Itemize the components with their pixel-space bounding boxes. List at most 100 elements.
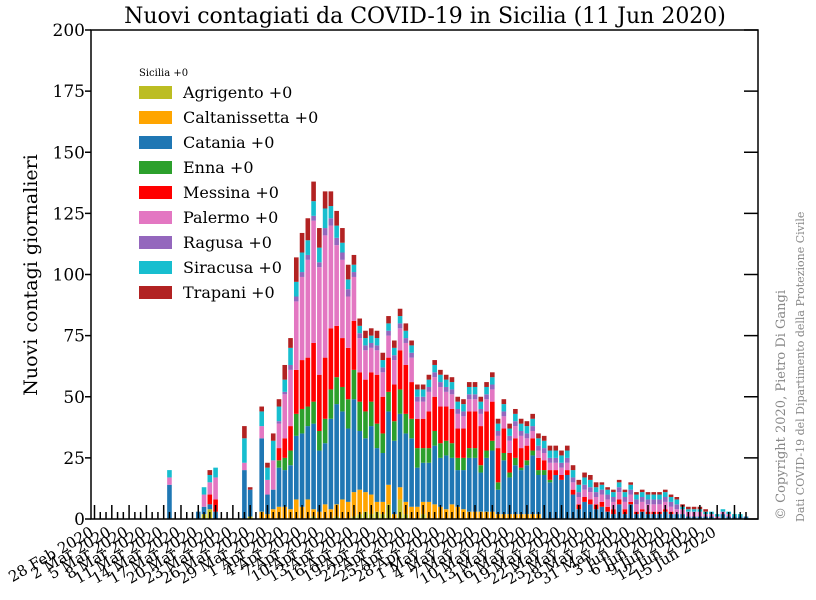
y-tick-label: 50 bbox=[63, 388, 85, 408]
bar-segment bbox=[645, 492, 651, 495]
bar-segment bbox=[305, 259, 311, 358]
bar-segment bbox=[541, 474, 547, 519]
bar-segment bbox=[599, 484, 605, 490]
bar-segment bbox=[443, 440, 449, 456]
bar-segment bbox=[380, 501, 386, 515]
bar-segment bbox=[484, 394, 489, 400]
bar-segment bbox=[634, 494, 639, 500]
bar-segment bbox=[484, 399, 489, 412]
bar-segment bbox=[616, 487, 622, 493]
bar-segment bbox=[466, 411, 472, 449]
bar-segment bbox=[605, 499, 610, 507]
bar-segment bbox=[259, 411, 264, 427]
bar-segment bbox=[328, 418, 334, 510]
bar-segment bbox=[651, 504, 657, 512]
bar-segment bbox=[293, 257, 299, 282]
bar-segment bbox=[426, 462, 432, 502]
bar-segment bbox=[380, 433, 386, 453]
bar-segment bbox=[553, 457, 559, 463]
bar-segment bbox=[720, 509, 726, 512]
bar-segment bbox=[242, 438, 247, 463]
bar-segment bbox=[380, 372, 386, 397]
bar-segment bbox=[426, 386, 432, 392]
bar-segment bbox=[455, 408, 461, 414]
bar-segment bbox=[490, 377, 495, 385]
bar-segment bbox=[605, 506, 610, 512]
legend-label: Ragusa +0 bbox=[183, 233, 272, 252]
bar-segment bbox=[305, 357, 311, 407]
bar-segment bbox=[466, 399, 472, 412]
bar-segment bbox=[703, 509, 708, 512]
bar-segment bbox=[403, 323, 409, 331]
bar-segment bbox=[282, 470, 288, 507]
bar-segment bbox=[507, 435, 512, 441]
bar-segment bbox=[207, 470, 213, 475]
bar-segment bbox=[599, 501, 605, 507]
bar-segment bbox=[420, 418, 426, 449]
bar-segment bbox=[513, 413, 518, 422]
bar-segment bbox=[518, 430, 524, 436]
legend-label: Catania +0 bbox=[183, 133, 274, 152]
bar-segment bbox=[582, 477, 587, 485]
bar-segment bbox=[363, 438, 368, 493]
bar-segment bbox=[386, 330, 391, 336]
legend-swatch bbox=[139, 86, 172, 99]
bar-segment bbox=[588, 499, 593, 505]
bar-segment bbox=[524, 438, 530, 446]
bar-segment bbox=[639, 501, 645, 510]
bar-segment bbox=[530, 455, 535, 515]
legend-swatch bbox=[139, 136, 172, 149]
bar-segment bbox=[536, 438, 541, 446]
bar-segment bbox=[449, 377, 455, 383]
bar-segment bbox=[322, 228, 328, 236]
bar-segment bbox=[368, 335, 374, 343]
bar-segment bbox=[484, 457, 489, 512]
bar-segment bbox=[518, 467, 524, 471]
bar-segment bbox=[593, 492, 599, 497]
bar-segment bbox=[570, 477, 576, 483]
y-tick-label: 75 bbox=[63, 327, 85, 347]
bar-segment bbox=[553, 445, 559, 451]
bar-segment bbox=[368, 426, 374, 495]
bar-segment bbox=[340, 228, 345, 243]
bar-segment bbox=[541, 435, 547, 441]
bar-segment bbox=[438, 382, 443, 387]
bar-segment bbox=[564, 445, 570, 451]
bar-segment bbox=[392, 384, 397, 422]
bar-segment bbox=[588, 474, 593, 480]
bar-segment bbox=[432, 430, 437, 446]
bar-segment bbox=[363, 411, 368, 439]
bar-segment bbox=[559, 479, 564, 519]
bar-segment bbox=[415, 418, 420, 449]
bar-segment bbox=[386, 323, 391, 331]
bar-segment bbox=[213, 477, 218, 500]
bar-segment bbox=[576, 497, 582, 505]
bar-segment bbox=[501, 416, 507, 429]
bar-segment bbox=[345, 289, 351, 297]
bar-segment bbox=[282, 379, 288, 392]
chart-title: Nuovi contagiati da COVID-19 in Sicilia … bbox=[124, 4, 726, 29]
bar-segment bbox=[524, 433, 530, 439]
bar-segment bbox=[363, 492, 368, 512]
bar-segment bbox=[438, 386, 443, 407]
legend-swatch bbox=[139, 261, 172, 274]
bar-segment bbox=[293, 435, 299, 500]
bar-segment bbox=[472, 382, 478, 387]
bar-segment bbox=[524, 421, 530, 427]
bar-segment bbox=[657, 494, 662, 500]
bar-segment bbox=[582, 489, 587, 497]
bar-segment bbox=[449, 382, 455, 390]
bar-segment bbox=[276, 423, 282, 449]
bar-segment bbox=[386, 316, 391, 324]
bar-segment bbox=[305, 254, 311, 260]
legend-swatch bbox=[139, 236, 172, 249]
bar-segment bbox=[674, 504, 680, 510]
bar-segment bbox=[201, 506, 207, 515]
bar-segment bbox=[616, 492, 622, 500]
bars-layer bbox=[167, 181, 749, 519]
bar-segment bbox=[282, 438, 288, 458]
bar-segment bbox=[639, 509, 645, 512]
bar-segment bbox=[305, 240, 311, 255]
bar-segment bbox=[432, 360, 437, 365]
bar-segment bbox=[322, 357, 328, 419]
